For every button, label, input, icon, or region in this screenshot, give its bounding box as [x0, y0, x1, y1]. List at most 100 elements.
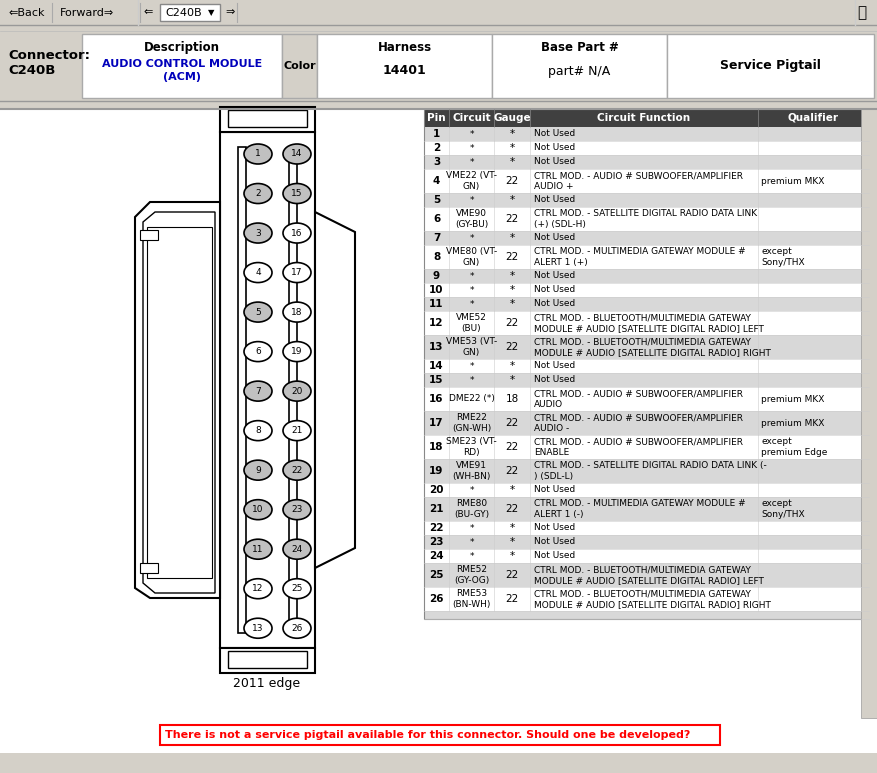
- Text: 9: 9: [255, 465, 260, 475]
- Text: *: *: [469, 233, 474, 243]
- Bar: [317, 34, 492, 98]
- Text: 17: 17: [429, 418, 444, 428]
- Bar: [140, 230, 158, 240]
- Ellipse shape: [283, 460, 311, 480]
- Text: There is not a service pigtail available for this connector. Should one be devel: There is not a service pigtail available…: [165, 730, 690, 740]
- Text: CTRL MOD. - AUDIO # SUBWOOFER/AMPLIFIER
AUDIO +: CTRL MOD. - AUDIO # SUBWOOFER/AMPLIFIER …: [534, 172, 743, 191]
- Text: CTRL MOD. - BLUETOOTH/MULTIMEDIA GATEWAY
MODULE # AUDIO [SATELLITE DIGITAL RADIO: CTRL MOD. - BLUETOOTH/MULTIMEDIA GATEWAY…: [534, 589, 771, 608]
- Text: Not Used: Not Used: [534, 158, 575, 166]
- Bar: [220, 132, 315, 648]
- Ellipse shape: [283, 183, 311, 203]
- Text: Not Used: Not Used: [534, 299, 575, 308]
- Text: *: *: [469, 196, 474, 205]
- Text: 16: 16: [291, 229, 303, 237]
- Ellipse shape: [244, 263, 272, 283]
- Text: 12: 12: [429, 318, 444, 328]
- Text: 4: 4: [433, 176, 440, 186]
- Text: 22: 22: [505, 570, 518, 580]
- Text: CTRL MOD. - AUDIO # SUBWOOFER/AMPLIFIER
AUDIO: CTRL MOD. - AUDIO # SUBWOOFER/AMPLIFIER …: [534, 390, 743, 409]
- Bar: [0, 101, 877, 109]
- Bar: [424, 535, 869, 549]
- Ellipse shape: [283, 618, 311, 638]
- Text: Circuit: Circuit: [453, 113, 491, 123]
- Text: *: *: [510, 299, 515, 309]
- Text: 14401: 14401: [382, 64, 426, 77]
- Text: AUDIO CONTROL MODULE: AUDIO CONTROL MODULE: [102, 59, 262, 69]
- Text: Not Used: Not Used: [534, 196, 575, 205]
- Text: 22: 22: [505, 418, 518, 428]
- Bar: [82, 34, 282, 98]
- Text: 19: 19: [430, 466, 444, 476]
- Text: 5: 5: [433, 195, 440, 205]
- Text: RME22
(GN-WH): RME22 (GN-WH): [452, 414, 491, 433]
- Text: 6: 6: [433, 214, 440, 224]
- Text: 22: 22: [505, 504, 518, 514]
- Ellipse shape: [283, 579, 311, 599]
- Text: ⇐Back: ⇐Back: [8, 8, 45, 18]
- Polygon shape: [135, 202, 220, 598]
- Bar: [424, 193, 869, 207]
- Text: 13: 13: [429, 342, 444, 352]
- Polygon shape: [315, 212, 355, 568]
- Text: 3: 3: [433, 157, 440, 167]
- Text: Not Used: Not Used: [534, 523, 575, 533]
- Text: CTRL MOD. - MULTIMEDIA GATEWAY MODULE #
ALERT 1 (-): CTRL MOD. - MULTIMEDIA GATEWAY MODULE # …: [534, 499, 745, 519]
- Ellipse shape: [283, 144, 311, 164]
- Text: 13: 13: [253, 624, 264, 633]
- Ellipse shape: [244, 618, 272, 638]
- Text: Not Used: Not Used: [534, 485, 575, 495]
- Text: 11: 11: [429, 299, 444, 309]
- Text: VME80 (VT-
GN): VME80 (VT- GN): [446, 247, 497, 267]
- Bar: [0, 25, 877, 31]
- Text: *: *: [510, 361, 515, 371]
- Text: *: *: [469, 271, 474, 281]
- Text: 10: 10: [429, 285, 444, 295]
- Bar: [424, 387, 869, 411]
- Text: RME53
(BN-WH): RME53 (BN-WH): [453, 589, 491, 608]
- Bar: [424, 109, 869, 127]
- Text: 22: 22: [505, 342, 518, 352]
- Text: Description: Description: [144, 41, 220, 54]
- Bar: [424, 297, 869, 311]
- Ellipse shape: [283, 302, 311, 322]
- Bar: [424, 563, 869, 587]
- Bar: [492, 34, 667, 98]
- Bar: [424, 127, 869, 141]
- Text: 18: 18: [429, 442, 444, 452]
- Text: 1: 1: [255, 149, 260, 158]
- Text: Base Part #: Base Part #: [540, 41, 618, 54]
- Text: SME23 (VT-
RD): SME23 (VT- RD): [446, 438, 497, 457]
- Bar: [424, 611, 869, 619]
- Bar: [0, 753, 877, 773]
- Bar: [0, 0, 877, 25]
- Bar: [238, 147, 246, 633]
- Text: Not Used: Not Used: [534, 362, 575, 370]
- Bar: [424, 373, 869, 387]
- Text: *: *: [510, 375, 515, 385]
- Bar: [424, 245, 869, 269]
- Ellipse shape: [244, 421, 272, 441]
- Ellipse shape: [283, 342, 311, 362]
- Bar: [424, 169, 869, 193]
- Bar: [160, 725, 720, 745]
- Text: Not Used: Not Used: [534, 285, 575, 295]
- Text: 7: 7: [255, 386, 260, 396]
- Text: 24: 24: [429, 551, 444, 561]
- Text: 12: 12: [253, 584, 264, 593]
- Text: 14: 14: [429, 361, 444, 371]
- Text: *: *: [469, 285, 474, 295]
- Bar: [0, 718, 877, 773]
- Text: CTRL MOD. - BLUETOOTH/MULTIMEDIA GATEWAY
MODULE # AUDIO [SATELLITE DIGITAL RADIO: CTRL MOD. - BLUETOOTH/MULTIMEDIA GATEWAY…: [534, 337, 771, 356]
- Bar: [424, 587, 869, 611]
- Text: Forward⇒: Forward⇒: [60, 8, 114, 18]
- Text: except
Sony/THX: except Sony/THX: [761, 499, 804, 519]
- Text: 22: 22: [505, 466, 518, 476]
- Text: VME91
(WH-BN): VME91 (WH-BN): [453, 461, 491, 481]
- Text: *: *: [469, 523, 474, 533]
- Ellipse shape: [244, 579, 272, 599]
- Text: *: *: [469, 537, 474, 547]
- Text: part# N/A: part# N/A: [548, 64, 610, 77]
- Ellipse shape: [244, 499, 272, 519]
- Text: *: *: [510, 285, 515, 295]
- Text: Not Used: Not Used: [534, 551, 575, 560]
